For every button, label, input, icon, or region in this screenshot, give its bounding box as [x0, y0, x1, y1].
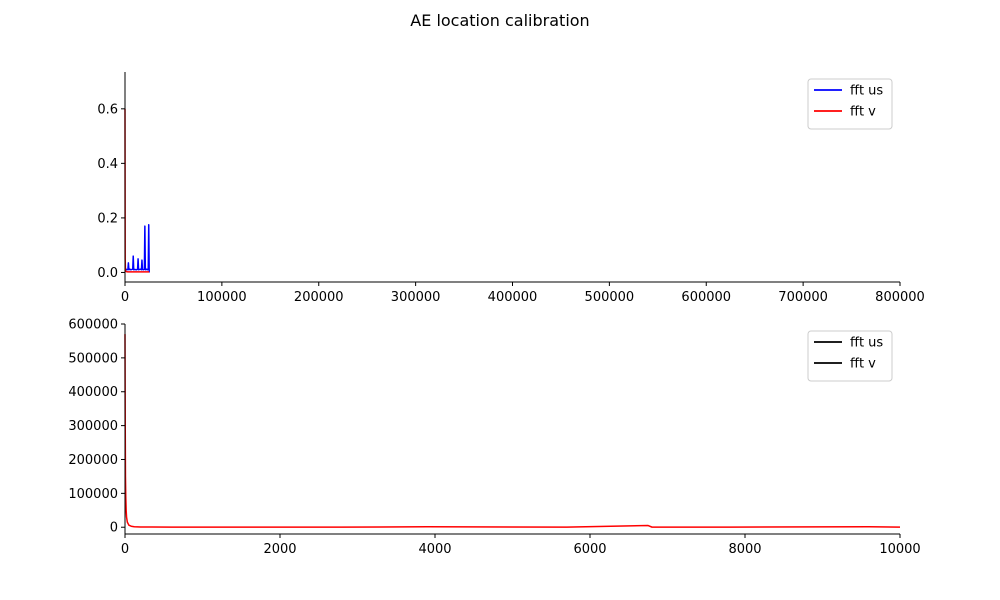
bottom-axes: 0 2000 4000 6000 8000 10000010000020000030000… — [68, 318, 920, 558]
x-tick-label: 500000 — [585, 290, 635, 305]
figure-title: AE location calibration — [410, 11, 589, 30]
y-tick-label: 0 — [110, 521, 118, 536]
y-tick-label: 600000 — [68, 318, 118, 333]
y-tick-label: 0.0 — [97, 266, 118, 281]
y-tick-label: 0.4 — [97, 157, 118, 172]
y-tick-label: 500000 — [68, 351, 118, 366]
top-axes: 0 100000 200000 300000 400000 500000 600000 700… — [97, 72, 925, 305]
legend-label: fft v — [850, 357, 876, 372]
y-tick-label: 100000 — [68, 487, 118, 502]
y-tick-label: 0.6 — [97, 102, 118, 117]
x-tick-label: 0 — [121, 542, 129, 557]
x-tick-label: 100000 — [197, 290, 247, 305]
x-tick-label: 6000 — [573, 542, 606, 557]
series-line-fft-v — [124, 334, 901, 528]
x-tick-label: 400000 — [488, 290, 538, 305]
y-tick-label: 400000 — [68, 385, 118, 400]
x-tick-label: 8000 — [728, 542, 761, 557]
x-tick-label: 600000 — [681, 290, 731, 305]
legend: fft us fft v — [807, 330, 893, 382]
legend-box — [807, 78, 893, 130]
legend: fft us fft v — [807, 78, 893, 130]
legend-label: fft us — [850, 84, 883, 99]
x-tick-label: 200000 — [294, 290, 344, 305]
x-tick-label: 0 — [121, 290, 129, 305]
x-tick-label: 2000 — [263, 542, 296, 557]
y-tick-label: 200000 — [68, 453, 118, 468]
series-line-fft-us — [124, 223, 150, 273]
x-tick-label: 10000 — [879, 542, 920, 557]
legend-label: fft us — [850, 336, 883, 351]
legend-label: fft v — [850, 105, 876, 120]
x-tick-label: 300000 — [391, 290, 441, 305]
x-tick-label: 700000 — [778, 290, 828, 305]
y-tick-label: 0.2 — [97, 211, 118, 226]
x-tick-label: 4000 — [418, 542, 451, 557]
legend-box — [807, 330, 893, 382]
x-tick-label: 800000 — [875, 290, 925, 305]
y-tick-label: 300000 — [68, 419, 118, 434]
